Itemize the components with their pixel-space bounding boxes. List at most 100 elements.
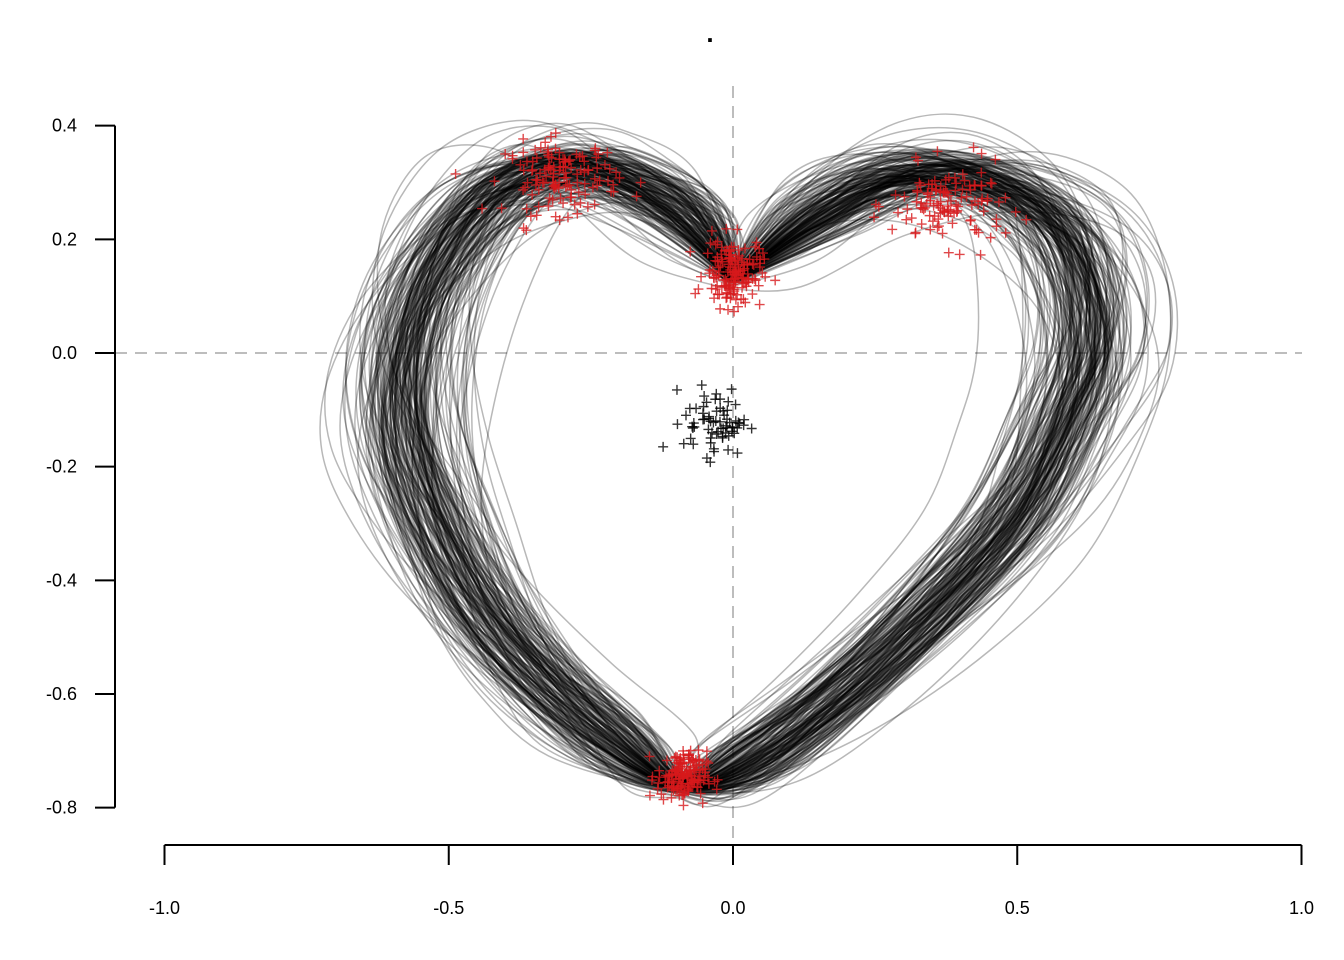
red-cross-point xyxy=(975,249,986,260)
curve-line xyxy=(396,160,1093,792)
curve-line xyxy=(415,122,1064,786)
red-cross-point xyxy=(661,755,672,766)
black-cross-point xyxy=(678,438,689,449)
curve-line xyxy=(360,167,1071,792)
x-tick-label: 0.0 xyxy=(720,898,745,918)
red-cross-point xyxy=(543,200,554,211)
red-cross-point xyxy=(658,794,669,805)
red-cross-point xyxy=(932,146,943,157)
red-cross-point xyxy=(910,227,921,238)
red-cross-point xyxy=(690,288,701,299)
red-cross-point xyxy=(554,215,565,226)
x-tick-label: -1.0 xyxy=(149,898,180,918)
red-cross-point xyxy=(675,757,686,768)
curve-line xyxy=(368,166,1174,782)
red-cross-point xyxy=(522,177,533,188)
red-cross-point xyxy=(911,196,922,207)
curve-line xyxy=(354,154,1146,789)
black-cross-point xyxy=(715,394,726,405)
red-cross-point xyxy=(932,222,943,233)
red-cross-point xyxy=(554,154,565,165)
red-cross-point xyxy=(548,180,559,191)
black-cross-point xyxy=(658,441,669,452)
red-cross-point xyxy=(555,193,566,204)
red-cross-point xyxy=(518,147,529,158)
curve-line xyxy=(389,166,1147,790)
red-cross-point xyxy=(565,154,576,165)
red-cross-point xyxy=(716,249,727,260)
red-cross-point xyxy=(582,201,593,212)
x-axis: -1.0 -0.5 0.0 0.5 1.0 xyxy=(149,844,1314,918)
black-cross-point xyxy=(711,429,722,440)
y-tick-label: 0.2 xyxy=(52,229,77,249)
red-cross-point xyxy=(697,798,708,809)
curve-line xyxy=(375,156,1046,785)
red-cross-point xyxy=(965,184,976,195)
red-cross-point xyxy=(489,176,500,187)
red-cross-point xyxy=(916,219,927,230)
y-axis: -0.8 -0.6 -0.4 -0.2 0.0 0.2 0.4 xyxy=(46,116,116,818)
red-cross-point xyxy=(959,175,970,186)
red-cross-point xyxy=(901,214,912,225)
red-cross-point xyxy=(730,294,741,305)
red-cross-point xyxy=(589,199,600,210)
curve-line xyxy=(431,159,1078,791)
red-cross-point xyxy=(525,211,536,222)
red-cross-point xyxy=(450,168,461,179)
red-cross-point xyxy=(917,203,928,214)
red-cross-point xyxy=(496,203,507,214)
curve-line xyxy=(383,157,1121,789)
red-cross-point xyxy=(662,782,673,793)
red-cross-point xyxy=(709,776,720,787)
red-cross-point xyxy=(575,198,586,209)
red-cross-point xyxy=(702,772,713,783)
curve-line xyxy=(382,158,1101,782)
red-cross-point xyxy=(961,191,972,202)
red-cross-point xyxy=(747,259,758,270)
red-cross-point xyxy=(931,184,942,195)
curve-line xyxy=(392,161,1073,790)
red-cross-point xyxy=(685,246,696,257)
red-cross-point xyxy=(683,786,694,797)
black-cross-point xyxy=(723,444,734,455)
red-cross-point xyxy=(682,771,693,782)
red-cross-point xyxy=(521,203,532,214)
curve-line xyxy=(400,150,1091,794)
red-cross-point xyxy=(732,289,743,300)
red-cross-point xyxy=(579,156,590,167)
red-cross-point xyxy=(940,186,951,197)
red-cross-point xyxy=(718,275,729,286)
red-cross-point xyxy=(646,775,657,786)
red-cross-point xyxy=(684,765,695,776)
red-cross-point xyxy=(733,266,744,277)
red-cross-point xyxy=(533,201,544,212)
red-cross-point xyxy=(702,248,713,259)
red-cross-point xyxy=(910,152,921,163)
black-cross-point xyxy=(718,405,729,416)
red-cross-point xyxy=(921,198,932,209)
red-cross-point xyxy=(947,218,958,229)
x-tick-label: -0.5 xyxy=(433,898,464,918)
red-cross-point xyxy=(562,179,573,190)
red-cross-point xyxy=(579,178,590,189)
red-cross-point xyxy=(602,147,613,158)
red-cross-point xyxy=(721,223,732,234)
y-tick-label: -0.8 xyxy=(46,798,77,818)
curve-line xyxy=(470,178,1094,790)
red-cross-point xyxy=(543,162,554,173)
red-cross-point xyxy=(869,212,880,223)
red-cross-point xyxy=(951,199,962,210)
red-cross-point xyxy=(521,225,532,236)
red-cross-point xyxy=(500,148,511,159)
curve-line xyxy=(415,152,1096,787)
red-cross-point xyxy=(950,185,961,196)
red-cross-point xyxy=(1000,227,1011,238)
red-cross-point xyxy=(954,249,965,260)
red-cross-point xyxy=(569,199,580,210)
black-cross-point xyxy=(699,391,710,402)
red-cross-point xyxy=(914,177,925,188)
red-cross-point xyxy=(724,261,735,272)
red-cross-point xyxy=(671,784,682,795)
red-cross-point xyxy=(953,201,964,212)
black-cross-point xyxy=(687,423,698,434)
